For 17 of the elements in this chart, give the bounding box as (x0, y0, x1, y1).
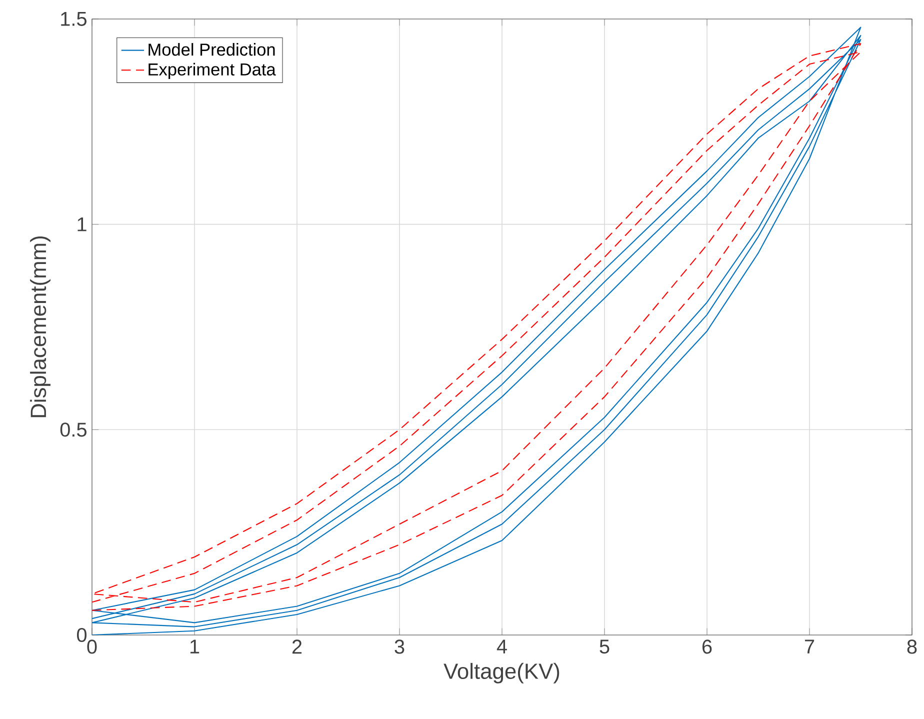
x-axis-title: Voltage(KV) (444, 662, 560, 684)
x-tick-label: 1 (190, 640, 200, 654)
legend-label: Model Prediction (148, 43, 275, 56)
y-tick-label: 0.5 (60, 422, 86, 437)
y-tick-label: 1.5 (61, 12, 86, 26)
x-tick-label: 0 (87, 640, 97, 654)
y-tick-label: 1 (78, 217, 86, 232)
y-tick-label: 0 (76, 628, 87, 642)
x-tick-label: 8 (907, 640, 917, 654)
x-tick-label: 6 (702, 640, 712, 654)
x-tick-label: 4 (496, 640, 507, 654)
x-tick-label: 3 (394, 640, 404, 654)
x-tick-label: 5 (600, 640, 610, 654)
y-axis-title: Displacement(mm) (30, 236, 50, 418)
x-tick-label: 2 (292, 640, 302, 654)
legend-label: Experiment Data (148, 62, 276, 79)
x-tick-label: 7 (804, 640, 814, 654)
